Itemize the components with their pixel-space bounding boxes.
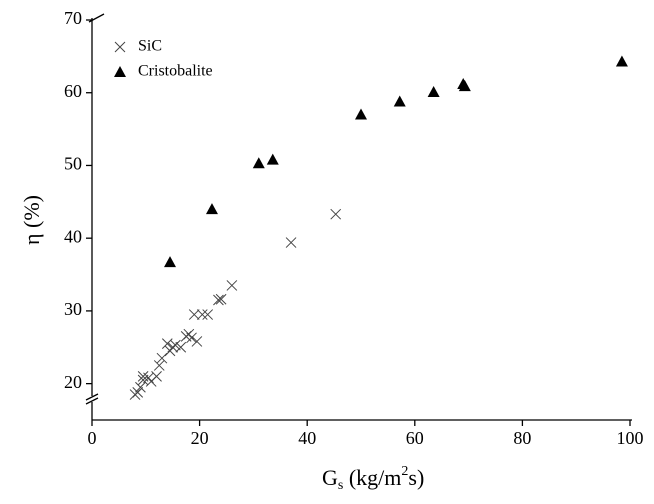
data-point (202, 309, 214, 320)
x-tick-label: 100 (617, 428, 644, 448)
data-point (266, 153, 279, 165)
data-point (175, 341, 187, 353)
x-tick-label: 20 (191, 428, 209, 448)
x-tick-label: 0 (88, 428, 97, 448)
legend-label: Cristobalite (138, 63, 213, 80)
x-label-part: G (322, 465, 338, 490)
x-tick-label: 80 (513, 428, 531, 448)
legend-label: SiC (138, 38, 162, 55)
data-point (188, 309, 200, 320)
data-point (132, 387, 144, 398)
legend-marker (114, 41, 126, 53)
x-axis-label: Gs (kg/m2s) (322, 464, 424, 493)
data-point (226, 280, 238, 291)
x-label-sub: s (338, 478, 343, 493)
data-point (196, 309, 208, 320)
data-point (330, 208, 342, 220)
data-point (355, 108, 367, 120)
data-point (393, 95, 406, 107)
data-point (213, 294, 224, 306)
x-label-sup: 2 (401, 464, 408, 479)
data-point (186, 332, 197, 344)
data-point (252, 157, 265, 169)
data-point (164, 256, 177, 268)
axis-break-gap (86, 396, 98, 402)
data-point (205, 203, 218, 215)
axis-break (85, 397, 99, 405)
y-tick-label: 20 (64, 372, 82, 392)
y-tick-label: 40 (64, 226, 82, 246)
data-point (615, 55, 628, 67)
data-point (191, 336, 203, 347)
x-label-part: (kg/m (343, 465, 401, 490)
y-axis-label: η (%) (19, 195, 44, 245)
axis-break (88, 13, 105, 23)
data-point (458, 80, 471, 92)
data-point (427, 86, 440, 97)
y-tick-label: 30 (64, 299, 82, 319)
data-point (135, 381, 146, 393)
data-point (285, 237, 297, 248)
axis-break (85, 393, 99, 401)
data-point (170, 339, 181, 351)
legend-marker (114, 66, 126, 77)
data-point (153, 360, 165, 371)
data-point (215, 293, 227, 305)
y-tick-label: 70 (64, 8, 82, 28)
y-tick-label: 60 (64, 81, 82, 101)
data-point (156, 352, 168, 364)
x-label-part: s) (408, 465, 424, 490)
x-tick-label: 60 (406, 428, 424, 448)
x-tick-label: 40 (298, 428, 316, 448)
y-tick-label: 50 (64, 154, 82, 174)
data-point (151, 371, 162, 382)
